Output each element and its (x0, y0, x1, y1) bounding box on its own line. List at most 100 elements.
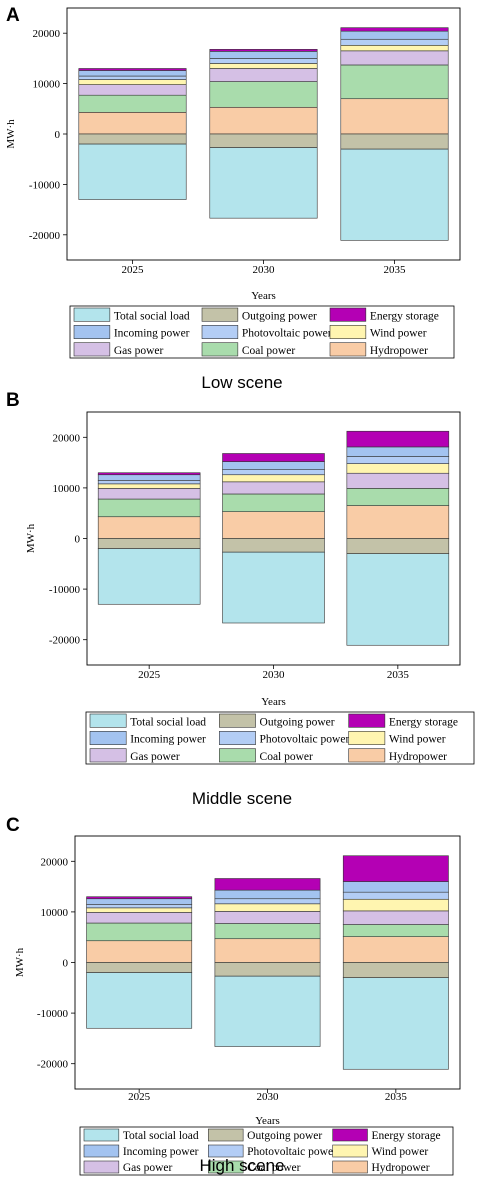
y-axis-title: MW·h (25, 523, 37, 553)
bar-segment-wind-power-2030 (209, 63, 318, 69)
bar-segment-energy-storage-2025 (86, 896, 193, 900)
legend-swatch-energy-storage (332, 1128, 368, 1142)
legend-label-incoming-power: Incoming power (114, 328, 190, 340)
legend-swatch-hydropower (348, 748, 386, 763)
bar-segment-gas-power-2035 (346, 472, 450, 489)
legend: Total social load Outgoing power Energy st… (79, 1126, 454, 1176)
bar-segment-wind-power-2030 (222, 474, 325, 483)
x-axis-title: Years (261, 696, 286, 708)
bar-segment-incoming-power-2030 (214, 889, 321, 900)
chart-panel-b: B 2025 2030 2035 -20000 -10000 0 10000 20000 Year… (6, 390, 475, 808)
bar-segment-coal-power-2030 (222, 493, 325, 512)
legend-label-incoming-power: Incoming power (130, 734, 206, 746)
bar-segment-gas-power-2025 (86, 912, 193, 924)
bar-segment-total-social-load-2030 (214, 975, 321, 1047)
bar-segment-wind-power-2025 (78, 79, 187, 85)
bar-segment-hydropower-2030 (214, 938, 321, 963)
bar-segment-photovoltaic-power-2035 (346, 456, 450, 464)
bar-segment-outgoing-power-2035 (342, 962, 449, 978)
bar-segment-hydropower-2025 (86, 940, 193, 963)
bar-segment-gas-power-2035 (340, 50, 449, 66)
legend-label-energy-storage: Energy storage (371, 1130, 440, 1142)
legend-label-hydropower: Hydropower (389, 751, 447, 763)
x-tick-label-2025: 2025 (122, 264, 145, 276)
legend-label-hydropower: Hydropower (370, 345, 428, 357)
legend-label-coal-power: Coal power (242, 345, 296, 357)
bar-segment-photovoltaic-power-2025 (86, 904, 193, 909)
bar-segment-photovoltaic-power-2030 (222, 469, 325, 476)
legend-swatch-photovoltaic-power (208, 1144, 244, 1158)
legend-swatch-energy-storage (329, 307, 367, 322)
bar-segment-total-social-load-2025 (97, 548, 201, 605)
bar-segment-outgoing-power-2035 (340, 133, 449, 150)
bar-segment-total-social-load-2030 (222, 551, 325, 624)
y-tick-label: 10000 (41, 907, 69, 919)
bar-segment-gas-power-2030 (222, 481, 325, 495)
bar-segment-gas-power-2030 (214, 911, 321, 924)
bar-segment-energy-storage-2030 (209, 49, 318, 52)
bar-segment-hydropower-2035 (342, 936, 449, 963)
bar-segment-energy-storage-2030 (222, 453, 325, 462)
bar-segment-incoming-power-2030 (209, 51, 318, 59)
x-axis-title: Years (251, 290, 276, 302)
bar-segment-photovoltaic-power-2035 (342, 891, 449, 900)
y-tick-label: -20000 (29, 230, 61, 242)
x-axis-title: Years (255, 1115, 280, 1127)
legend-label-wind-power: Wind power (389, 734, 446, 746)
x-tick-label-2035: 2035 (385, 1091, 408, 1103)
x-tick-label-2030: 2030 (263, 669, 286, 681)
y-tick-label: -20000 (49, 635, 81, 647)
bar-segment-energy-storage-2025 (97, 472, 201, 476)
legend-label-gas-power: Gas power (130, 751, 180, 763)
bar-segment-coal-power-2025 (78, 94, 187, 113)
bar-segment-energy-storage-2035 (342, 855, 449, 882)
bar-segment-outgoing-power-2025 (78, 133, 187, 145)
bar-segment-photovoltaic-power-2030 (209, 58, 318, 64)
x-tick-label-2035: 2035 (384, 264, 407, 276)
x-tick-label-2025: 2025 (128, 1091, 151, 1103)
legend-label-outgoing-power: Outgoing power (242, 310, 317, 322)
bar-segment-outgoing-power-2035 (346, 538, 450, 554)
y-tick-label: 10000 (53, 483, 81, 495)
legend-swatch-hydropower (332, 1160, 368, 1174)
bar-segment-coal-power-2025 (86, 922, 193, 942)
bar-segment-hydropower-2025 (78, 112, 187, 135)
legend-label-outgoing-power: Outgoing power (247, 1130, 322, 1142)
legend-label-gas-power: Gas power (123, 1162, 173, 1174)
scene-caption: High scene (199, 1156, 284, 1175)
legend-label-total-social-load: Total social load (123, 1130, 199, 1142)
bar-segment-gas-power-2025 (78, 84, 187, 96)
bar-segment-wind-power-2030 (214, 903, 321, 912)
y-tick-label: -20000 (37, 1059, 69, 1071)
y-tick-label: 20000 (53, 432, 81, 444)
legend-box (85, 711, 475, 765)
bar-segment-total-social-load-2025 (86, 972, 193, 1029)
bar-segment-coal-power-2035 (340, 64, 449, 100)
legend-swatch-outgoing-power (208, 1128, 244, 1142)
legend-swatch-wind-power (332, 1144, 368, 1158)
x-tick-label-2035: 2035 (387, 669, 410, 681)
bar-segment-incoming-power-2035 (342, 881, 449, 893)
bar-segment-incoming-power-2025 (97, 474, 201, 481)
bar-segment-incoming-power-2035 (346, 446, 450, 457)
bar-segment-incoming-power-2025 (86, 898, 193, 905)
bar-segment-outgoing-power-2030 (222, 538, 325, 553)
bar-segment-wind-power-2035 (340, 44, 449, 52)
bar-segment-coal-power-2025 (97, 498, 201, 518)
legend-swatch-coal-power (201, 342, 239, 357)
bar-segment-gas-power-2035 (342, 910, 449, 925)
bar-segment-outgoing-power-2030 (209, 133, 318, 148)
y-tick-label: 20000 (33, 28, 61, 40)
legend-swatch-wind-power (348, 731, 386, 745)
bar-segment-total-social-load-2030 (209, 147, 318, 219)
legend-swatch-gas-power (83, 1160, 120, 1174)
bar-segment-photovoltaic-power-2025 (78, 75, 187, 80)
y-tick-label: -10000 (37, 1008, 69, 1020)
bar-segment-energy-storage-2035 (340, 27, 449, 32)
legend-swatch-gas-power (89, 748, 127, 763)
legend-box (69, 305, 455, 359)
legend-label-incoming-power: Incoming power (123, 1146, 199, 1158)
bar-segment-coal-power-2030 (214, 923, 321, 940)
bar-segment-outgoing-power-2025 (86, 962, 193, 973)
